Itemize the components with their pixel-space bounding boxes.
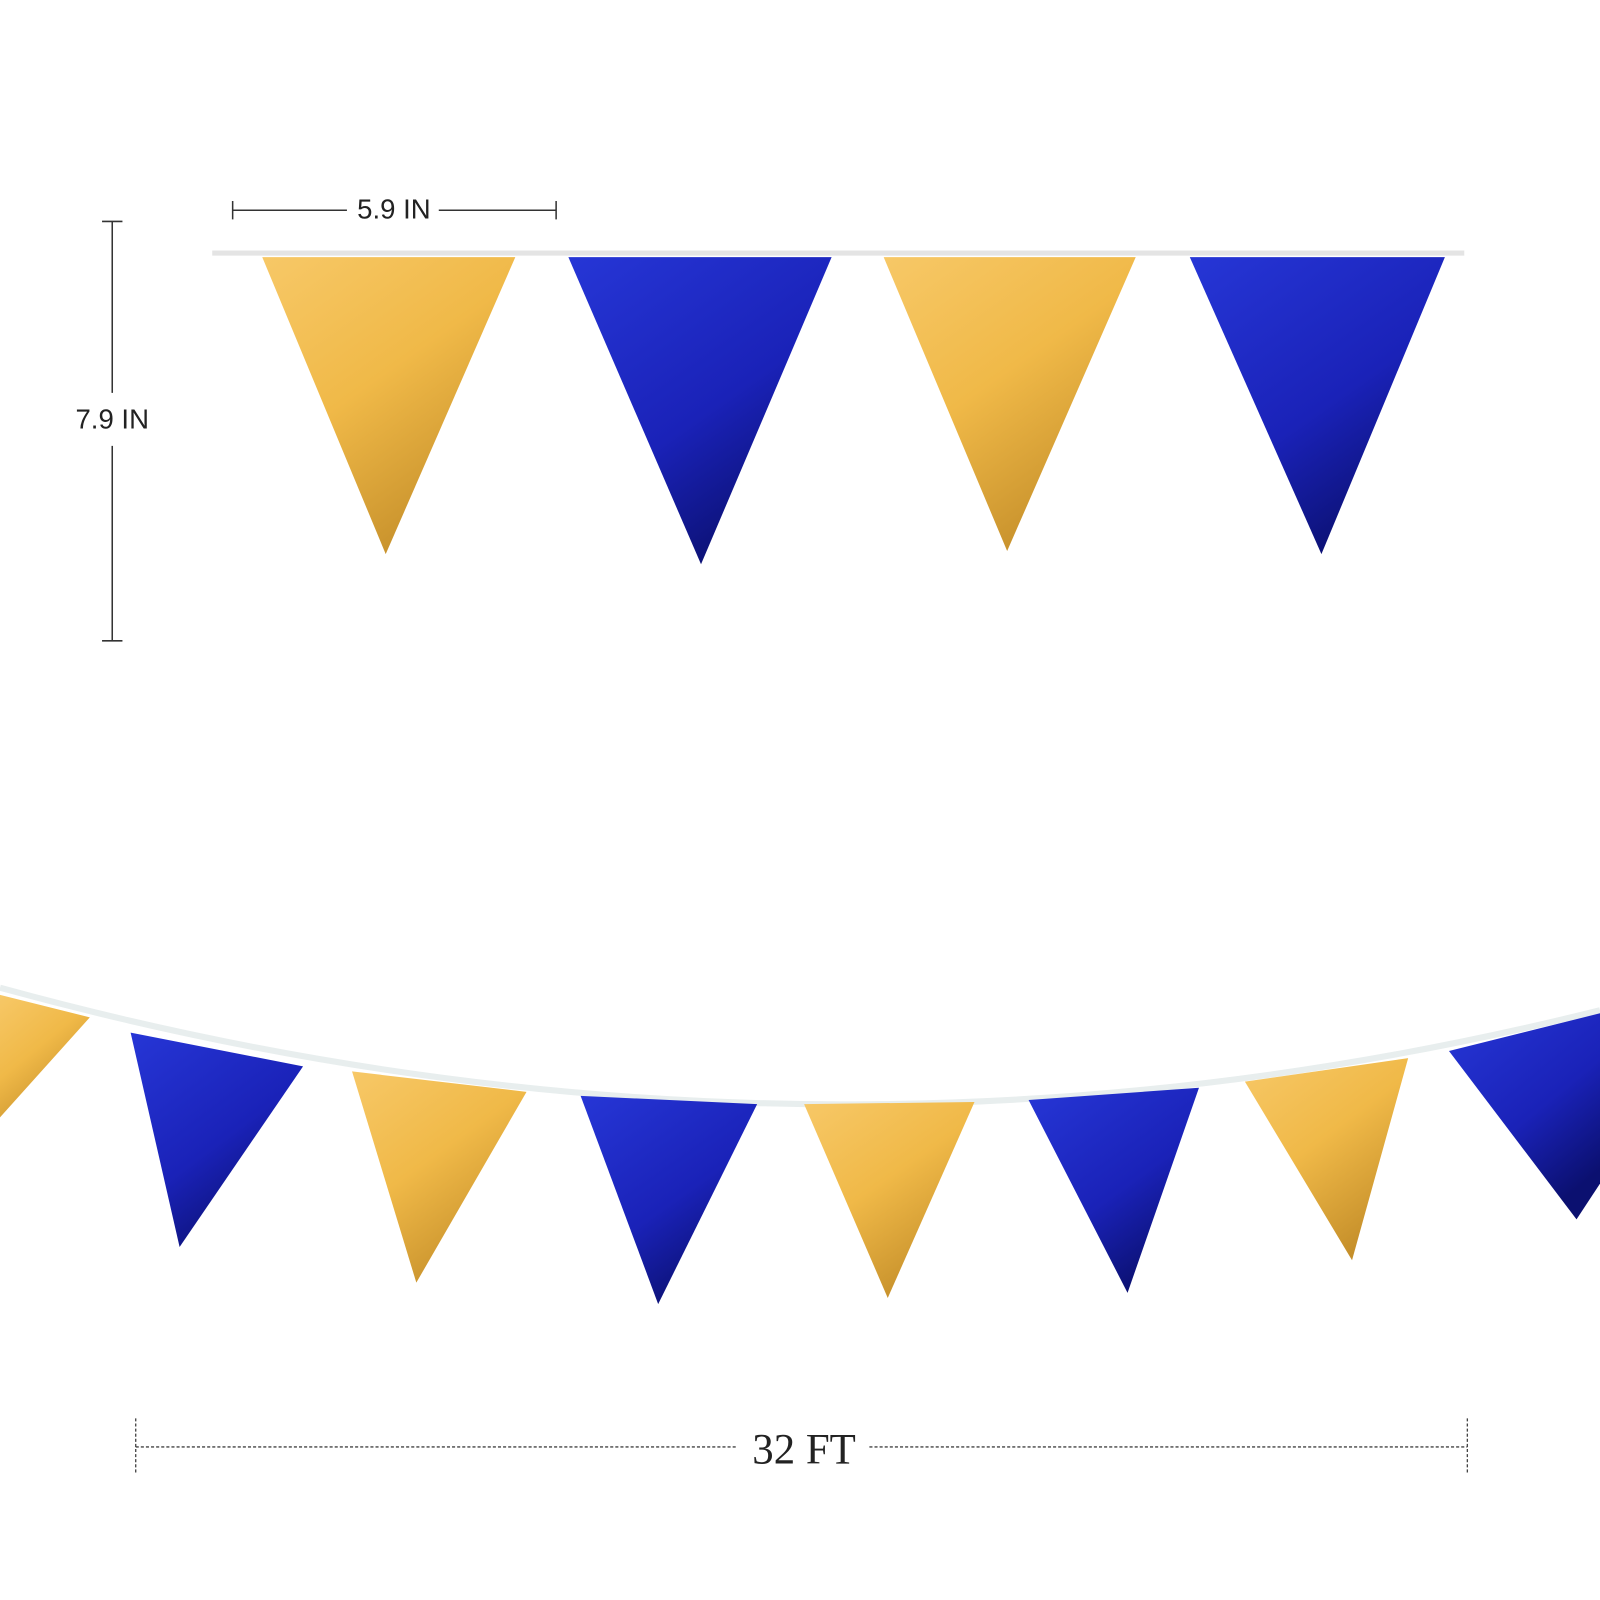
pennant-gold	[0, 994, 90, 1118]
width-label: 5.9 IN	[357, 193, 431, 224]
pennant-blue	[1448, 1013, 1600, 1220]
pennant-blue	[1189, 257, 1445, 555]
height-label: 7.9 IN	[75, 404, 149, 435]
length-dimension: 32 FT	[135, 1418, 1469, 1475]
pennant-gold	[883, 257, 1136, 552]
pennant-gold	[804, 1102, 975, 1298]
string	[0, 984, 1600, 1108]
pennant-gold	[262, 257, 516, 555]
pennant-blue	[580, 1095, 758, 1305]
pennant-gold	[1244, 1058, 1409, 1261]
length-label: 32 FT	[752, 1426, 856, 1473]
height-dimension: 7.9 IN	[75, 220, 149, 642]
pennant-blue	[1028, 1087, 1199, 1293]
pennant-blue	[130, 1032, 304, 1247]
pennant-blue	[568, 257, 832, 565]
width-dimension: 5.9 IN	[231, 193, 557, 224]
pennant-gold	[352, 1071, 527, 1283]
